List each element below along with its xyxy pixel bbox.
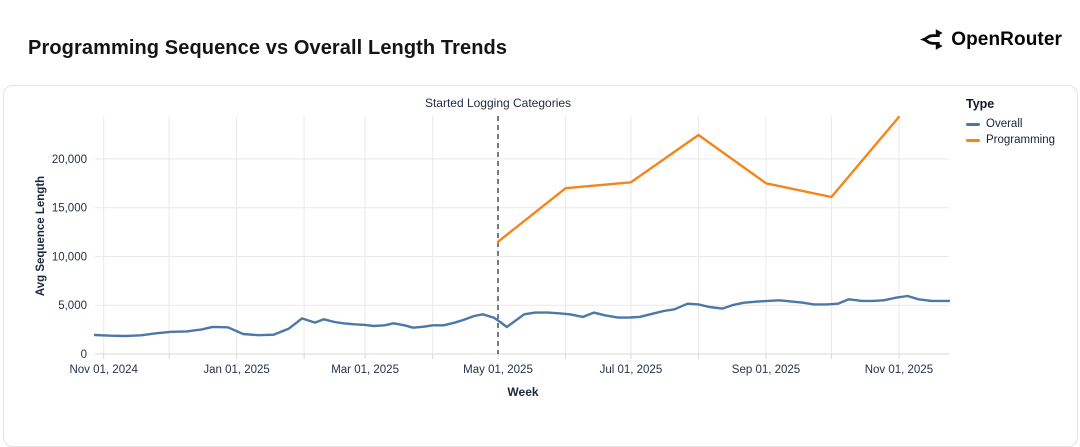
x-tick-label: Jan 01, 2025 <box>203 364 270 376</box>
y-axis-title: Avg Sequence Length <box>35 175 47 297</box>
legend-item-overall[interactable]: Overall <box>966 118 1055 130</box>
x-tick-label: Nov 01, 2024 <box>69 364 138 376</box>
openrouter-icon <box>920 29 943 50</box>
x-axis-title: Week <box>507 385 539 399</box>
legend-item-label: Programming <box>986 134 1056 146</box>
x-tick-label: Sep 01, 2025 <box>732 364 800 376</box>
chart-svg: 0 5,000 10,000 15,000 20,000 Nov 01, 2024 Jan … <box>52 96 951 376</box>
y-tick-label: 15,000 <box>52 203 87 215</box>
programming-series-line <box>496 115 901 244</box>
overall-swatch-icon <box>966 122 980 126</box>
legend-title: Type <box>966 97 995 111</box>
programming-swatch-icon <box>966 138 980 142</box>
x-tick-label: Jul 01, 2025 <box>600 364 663 376</box>
overall-series-line <box>93 294 951 338</box>
annotation-label: Started Logging Categories <box>425 96 571 110</box>
legend: Type Overall Programming <box>966 97 1055 146</box>
legend-item-programming[interactable]: Programming <box>966 134 1055 146</box>
legend-item-label: Overall <box>986 118 1023 130</box>
x-tick-label: Mar 01, 2025 <box>331 364 399 376</box>
y-tick-label: 0 <box>81 349 87 361</box>
y-tick-label: 5,000 <box>58 300 87 312</box>
chart-card: 0 5,000 10,000 15,000 20,000 Nov 01, 2024 Jan … <box>3 85 1078 447</box>
openrouter-wordmark: OpenRouter <box>951 28 1062 50</box>
page-title: Programming Sequence vs Overall Length T… <box>28 37 508 60</box>
openrouter-logo[interactable]: OpenRouter <box>916 26 1062 53</box>
y-tick-label: 10,000 <box>52 252 87 264</box>
x-tick-label: Nov 01, 2025 <box>865 364 933 376</box>
y-tick-label: 20,000 <box>52 154 87 166</box>
x-tick-label: May 01, 2025 <box>463 364 533 376</box>
